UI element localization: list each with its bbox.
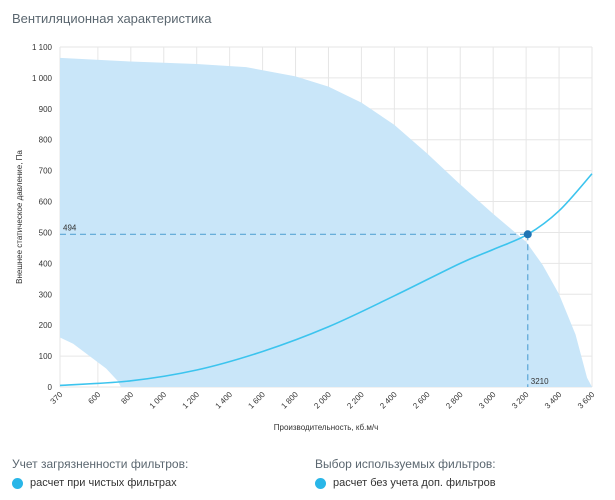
y-tick-label: 700 [39,167,53,176]
x-tick-label: 2 800 [444,390,465,411]
operating-point-y-label: 494 [63,223,77,232]
clean-filters-option-label: расчет при чистых фильтрах [30,477,177,489]
operating-area-shape [60,57,592,388]
system-curve [59,173,593,387]
operating-point-x-label: 3210 [531,377,549,386]
radio-selected-icon[interactable] [315,477,326,489]
x-axis-label: Производительность, кб.м/ч [274,423,378,432]
y-tick-label: 800 [39,136,53,145]
x-tick-label: 2 000 [312,390,333,411]
filter-contamination-label: Учет загрязненности фильтров: [12,457,189,471]
system-curve-line [59,173,593,387]
y-tick-label: 300 [39,290,53,299]
clean-filters-option[interactable]: расчет при чистых фильтрах [12,477,177,489]
x-tick-label: 1 800 [279,390,300,411]
operating-area [60,57,592,388]
operating-point-guides: 494 3210 [60,223,549,387]
x-tick-label: 800 [119,390,135,406]
radio-selected-icon[interactable] [12,477,23,489]
y-tick-label: 200 [39,321,53,330]
x-tick-label: 1 600 [246,390,267,411]
y-tick-label: 500 [39,228,53,237]
x-tick-label: 1 200 [181,390,202,411]
y-tick-label: 900 [39,105,53,114]
x-tick-label: 600 [86,390,102,406]
no-extra-filters-option[interactable]: расчет без учета доп. фильтров [315,477,496,489]
x-tick-label: 2 200 [345,390,366,411]
y-tick-label: 600 [39,198,53,207]
operating-point-marker [523,230,532,239]
filter-selection-label: Выбор используемых фильтров: [315,457,496,471]
no-extra-filters-option-label: расчет без учета доп. фильтров [333,477,496,489]
x-tick-label: 3 400 [543,390,564,411]
y-tick-label: 100 [39,352,53,361]
y-tick-label: 1 100 [32,43,53,52]
x-tick-label: 3 600 [576,390,597,411]
x-tick-label: 1 000 [148,390,169,411]
y-tick-label: 1 000 [32,74,53,83]
x-tick-label: 3 200 [510,390,531,411]
x-tick-label: 370 [49,390,65,406]
fan-characteristic-chart: 494 3210 370 600 800 1 000 1 200 1 400 1 600 1 8… [15,43,597,432]
y-tick-label: 400 [39,259,53,268]
y-axis-label: Внешнее статическое давление, Па [15,150,24,284]
y-tick-label: 0 [48,383,53,392]
page-title: Вентиляционная характеристика [12,11,212,26]
x-tick-label: 3 000 [477,390,498,411]
x-tick-label: 2 400 [378,390,399,411]
x-tick-label: 1 400 [214,390,235,411]
x-tick-label: 2 600 [411,390,432,411]
